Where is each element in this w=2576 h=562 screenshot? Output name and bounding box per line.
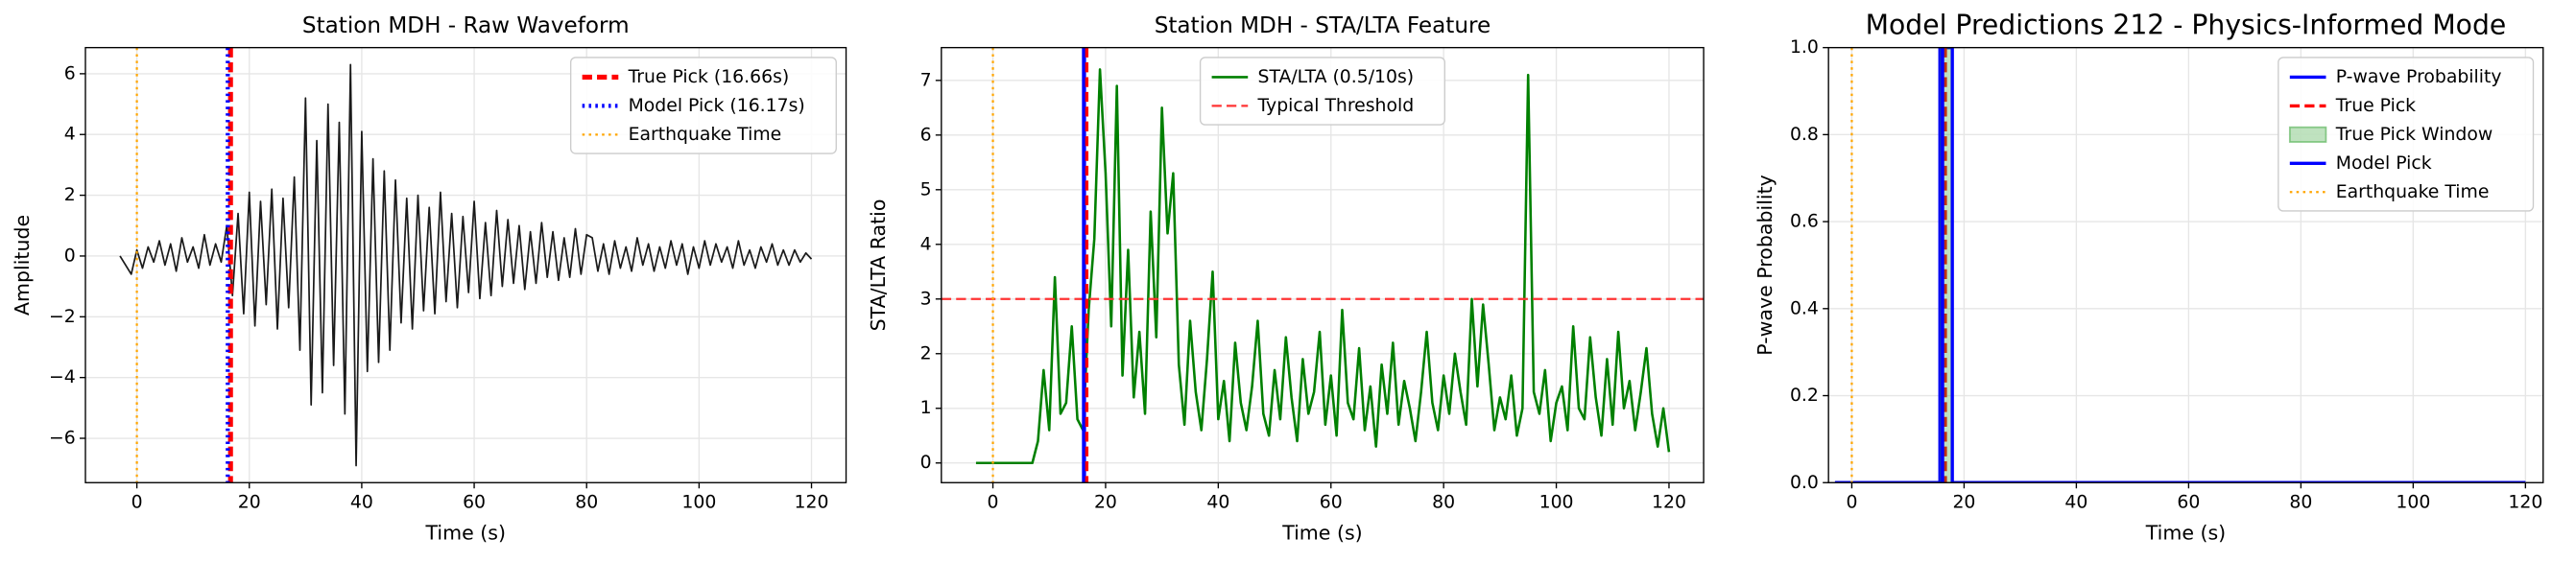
x-tick-label: 80 — [2289, 492, 2312, 512]
x-tick-label: 20 — [238, 492, 261, 512]
x-tick-label: 80 — [1432, 492, 1455, 512]
x-tick-label: 20 — [1952, 492, 1975, 512]
legend-box — [569, 57, 837, 154]
plot-area — [1834, 47, 2526, 483]
data-line — [975, 68, 1671, 465]
legend-box — [1199, 57, 1445, 126]
y-tick-label: 0 — [64, 246, 76, 266]
legend-label: Earthquake Time — [629, 125, 782, 145]
y-tick-label: 5 — [920, 179, 932, 199]
axes-frame — [1827, 46, 2544, 483]
x-tick-label: 20 — [1094, 492, 1117, 512]
x-tick-label: 0 — [131, 492, 143, 512]
y-tick-label: 4 — [920, 234, 932, 254]
y-tick-label: 4 — [64, 125, 76, 145]
x-axis-label: Time (s) — [1281, 521, 1363, 544]
y-tick-label: 1.0 — [1790, 37, 1819, 58]
window-span — [1940, 47, 1951, 483]
y-tick-label: 0.8 — [1790, 125, 1819, 145]
x-tick-label: 60 — [2177, 492, 2200, 512]
legend-label: Earthquake Time — [2336, 182, 2490, 202]
x-tick-label: 120 — [1652, 492, 1686, 512]
y-tick-label: −4 — [49, 367, 76, 387]
legend-label: Model Pick (16.17s) — [629, 96, 805, 116]
data-line — [119, 63, 813, 467]
x-tick-label: 80 — [575, 492, 598, 512]
y-tick-label: 1 — [920, 398, 932, 418]
x-tick-label: 100 — [681, 492, 716, 512]
y-tick-label: −2 — [49, 307, 76, 327]
legend-label: P-wave Probability — [2336, 67, 2502, 87]
chart-title: Station MDH - STA/LTA Feature — [1155, 13, 1491, 38]
x-tick-label: 120 — [2508, 492, 2542, 512]
plot-area — [941, 47, 1705, 483]
y-axis-label: Amplitude — [11, 215, 34, 316]
legend-label: True Pick Window — [2335, 125, 2493, 145]
x-tick-label: 40 — [2064, 492, 2087, 512]
y-tick-label: 0.6 — [1790, 212, 1819, 232]
legend: P-wave Probability True Pick True Pick Win… — [2278, 57, 2535, 212]
y-tick-label: 6 — [920, 125, 932, 145]
legend-swatch — [2288, 126, 2327, 143]
y-tick-label: 7 — [920, 70, 932, 90]
y-tick-label: 3 — [920, 289, 932, 309]
x-tick-label: 100 — [1539, 492, 1574, 512]
x-tick-label: 40 — [350, 492, 373, 512]
y-tick-label: 0.0 — [1790, 473, 1819, 493]
y-tick-label: 0 — [920, 453, 932, 473]
legend-label: Typical Threshold — [1257, 96, 1415, 116]
plot-area — [119, 47, 813, 483]
legend-label: True Pick (16.66s) — [628, 67, 790, 87]
legend-label: True Pick — [2335, 96, 2416, 116]
y-tick-label: 0.4 — [1790, 298, 1819, 318]
x-tick-label: 0 — [1846, 492, 1857, 512]
legend: True Pick (16.66s) Model Pick (16.17s) Ear… — [569, 57, 837, 154]
x-axis-label: Time (s) — [2145, 521, 2227, 544]
x-axis-label: Time (s) — [425, 521, 507, 544]
x-tick-label: 60 — [463, 492, 486, 512]
y-tick-label: 2 — [920, 343, 932, 363]
y-tick-label: 2 — [64, 185, 76, 205]
legend-label: STA/LTA (0.5/10s) — [1258, 67, 1415, 87]
chart-title: Station MDH - Raw Waveform — [302, 13, 630, 38]
legend-box — [2278, 57, 2535, 212]
axes-frame — [941, 46, 1705, 483]
x-tick-label: 120 — [795, 492, 829, 512]
x-tick-label: 40 — [1206, 492, 1229, 512]
y-tick-label: 0.2 — [1790, 386, 1819, 406]
x-tick-label: 0 — [988, 492, 999, 512]
axes-frame — [84, 46, 847, 483]
y-tick-label: 6 — [64, 63, 76, 83]
y-axis-label: P-wave Probability — [1753, 175, 1777, 356]
x-tick-label: 60 — [1320, 492, 1343, 512]
y-tick-label: −6 — [49, 429, 76, 449]
x-tick-label: 100 — [2396, 492, 2430, 512]
chart-title: Model Predictions 212 - Physics-Informed… — [1866, 9, 2507, 40]
legend: STA/LTA (0.5/10s) Typical Threshold — [1199, 57, 1445, 126]
y-axis-label: STA/LTA Ratio — [867, 199, 890, 332]
legend-label: Model Pick — [2336, 153, 2432, 174]
